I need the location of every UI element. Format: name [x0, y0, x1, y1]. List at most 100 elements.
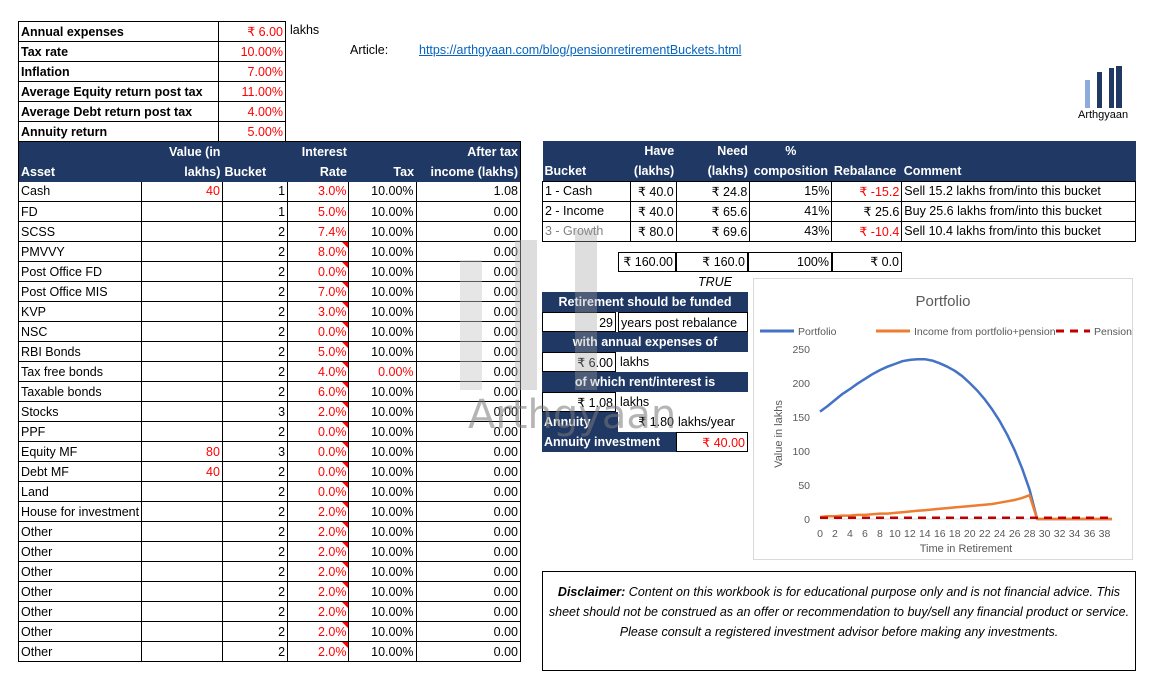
asset-rate[interactable]: 0.0%: [287, 461, 350, 482]
asset-value[interactable]: [141, 321, 223, 342]
asset-bucket[interactable]: 2: [222, 581, 289, 602]
asset-rate[interactable]: 5.0%: [287, 201, 350, 222]
asset-tax[interactable]: 10.00%: [348, 381, 417, 402]
asset-tax[interactable]: 10.00%: [348, 281, 417, 302]
asset-rate[interactable]: 2.0%: [287, 541, 350, 562]
asset-value[interactable]: [141, 201, 223, 222]
asset-tax[interactable]: 10.00%: [348, 341, 417, 362]
asset-value[interactable]: [141, 481, 223, 502]
asset-value[interactable]: [141, 421, 223, 442]
asset-tax[interactable]: 10.00%: [348, 581, 417, 602]
asset-bucket[interactable]: 2: [222, 321, 289, 342]
asset-bucket[interactable]: 2: [222, 241, 289, 262]
asset-value[interactable]: 80: [141, 441, 223, 462]
asset-bucket[interactable]: 3: [222, 401, 289, 422]
asset-tax[interactable]: 10.00%: [348, 641, 417, 662]
asset-tax[interactable]: 10.00%: [348, 601, 417, 622]
asset-rate[interactable]: 2.0%: [287, 641, 350, 662]
asset-value[interactable]: [141, 601, 223, 622]
asset-value[interactable]: [141, 221, 223, 242]
asset-bucket[interactable]: 1: [222, 201, 289, 222]
asset-rate[interactable]: 2.0%: [287, 581, 350, 602]
asset-value[interactable]: [141, 521, 223, 542]
asset-bucket[interactable]: 2: [222, 621, 289, 642]
asset-rate[interactable]: 2.0%: [287, 521, 350, 542]
asset-rate[interactable]: 0.0%: [287, 261, 350, 282]
asset-value[interactable]: [141, 501, 223, 522]
asset-rate[interactable]: 7.0%: [287, 281, 350, 302]
param-value[interactable]: 11.00%: [218, 81, 286, 102]
asset-tax[interactable]: 10.00%: [348, 621, 417, 642]
asset-value[interactable]: [141, 261, 223, 282]
asset-rate[interactable]: 2.0%: [287, 601, 350, 622]
asset-bucket[interactable]: 2: [222, 341, 289, 362]
asset-rate[interactable]: 7.4%: [287, 221, 350, 242]
asset-value[interactable]: [141, 341, 223, 362]
asset-rate[interactable]: 6.0%: [287, 381, 350, 402]
asset-bucket[interactable]: 2: [222, 281, 289, 302]
asset-rate[interactable]: 2.0%: [287, 501, 350, 522]
asset-bucket[interactable]: 2: [222, 221, 289, 242]
asset-tax[interactable]: 10.00%: [348, 501, 417, 522]
param-value[interactable]: 4.00%: [218, 101, 286, 122]
asset-rate[interactable]: 8.0%: [287, 241, 350, 262]
asset-bucket[interactable]: 2: [222, 301, 289, 322]
asset-tax[interactable]: 10.00%: [348, 261, 417, 282]
asset-tax[interactable]: 10.00%: [348, 481, 417, 502]
asset-rate[interactable]: 2.0%: [287, 561, 350, 582]
asset-value[interactable]: 40: [141, 461, 223, 482]
asset-bucket[interactable]: 2: [222, 361, 289, 382]
param-value[interactable]: 10.00%: [218, 41, 286, 62]
asset-tax[interactable]: 10.00%: [348, 441, 417, 462]
asset-bucket[interactable]: 1: [222, 181, 289, 202]
asset-value[interactable]: [141, 561, 223, 582]
asset-tax[interactable]: 10.00%: [348, 181, 417, 202]
asset-bucket[interactable]: 2: [222, 461, 289, 482]
asset-value[interactable]: [141, 621, 223, 642]
asset-tax[interactable]: 10.00%: [348, 321, 417, 342]
asset-value[interactable]: [141, 641, 223, 662]
asset-value[interactable]: [141, 281, 223, 302]
asset-bucket[interactable]: 2: [222, 521, 289, 542]
asset-tax[interactable]: 0.00%: [348, 361, 417, 382]
asset-tax[interactable]: 10.00%: [348, 301, 417, 322]
asset-rate[interactable]: 4.0%: [287, 361, 350, 382]
asset-rate[interactable]: 3.0%: [287, 301, 350, 322]
asset-value[interactable]: [141, 301, 223, 322]
asset-bucket[interactable]: 2: [222, 541, 289, 562]
asset-bucket[interactable]: 3: [222, 441, 289, 462]
asset-bucket[interactable]: 2: [222, 381, 289, 402]
asset-tax[interactable]: 10.00%: [348, 401, 417, 422]
article-link[interactable]: https://arthgyaan.com/blog/pensionretire…: [419, 43, 742, 57]
asset-tax[interactable]: 10.00%: [348, 241, 417, 262]
asset-rate[interactable]: 2.0%: [287, 401, 350, 422]
asset-bucket[interactable]: 2: [222, 561, 289, 582]
param-value[interactable]: 5.00%: [218, 121, 286, 142]
asset-tax[interactable]: 10.00%: [348, 541, 417, 562]
asset-rate[interactable]: 2.0%: [287, 621, 350, 642]
asset-rate[interactable]: 0.0%: [287, 421, 350, 442]
asset-value[interactable]: [141, 401, 223, 422]
asset-bucket[interactable]: 2: [222, 421, 289, 442]
asset-bucket[interactable]: 2: [222, 641, 289, 662]
asset-value[interactable]: [141, 241, 223, 262]
asset-bucket[interactable]: 2: [222, 481, 289, 502]
asset-value[interactable]: 40: [141, 181, 223, 202]
asset-tax[interactable]: 10.00%: [348, 521, 417, 542]
param-value[interactable]: ₹ 6.00: [218, 21, 286, 42]
asset-value[interactable]: [141, 381, 223, 402]
asset-rate[interactable]: 0.0%: [287, 441, 350, 462]
asset-bucket[interactable]: 2: [222, 601, 289, 622]
asset-tax[interactable]: 10.00%: [348, 201, 417, 222]
asset-rate[interactable]: 0.0%: [287, 481, 350, 502]
asset-value[interactable]: [141, 541, 223, 562]
asset-rate[interactable]: 5.0%: [287, 341, 350, 362]
asset-tax[interactable]: 10.00%: [348, 561, 417, 582]
asset-value[interactable]: [141, 581, 223, 602]
asset-tax[interactable]: 10.00%: [348, 421, 417, 442]
asset-tax[interactable]: 10.00%: [348, 221, 417, 242]
asset-bucket[interactable]: 2: [222, 261, 289, 282]
param-value[interactable]: 7.00%: [218, 61, 286, 82]
asset-value[interactable]: [141, 361, 223, 382]
asset-rate[interactable]: 0.0%: [287, 321, 350, 342]
